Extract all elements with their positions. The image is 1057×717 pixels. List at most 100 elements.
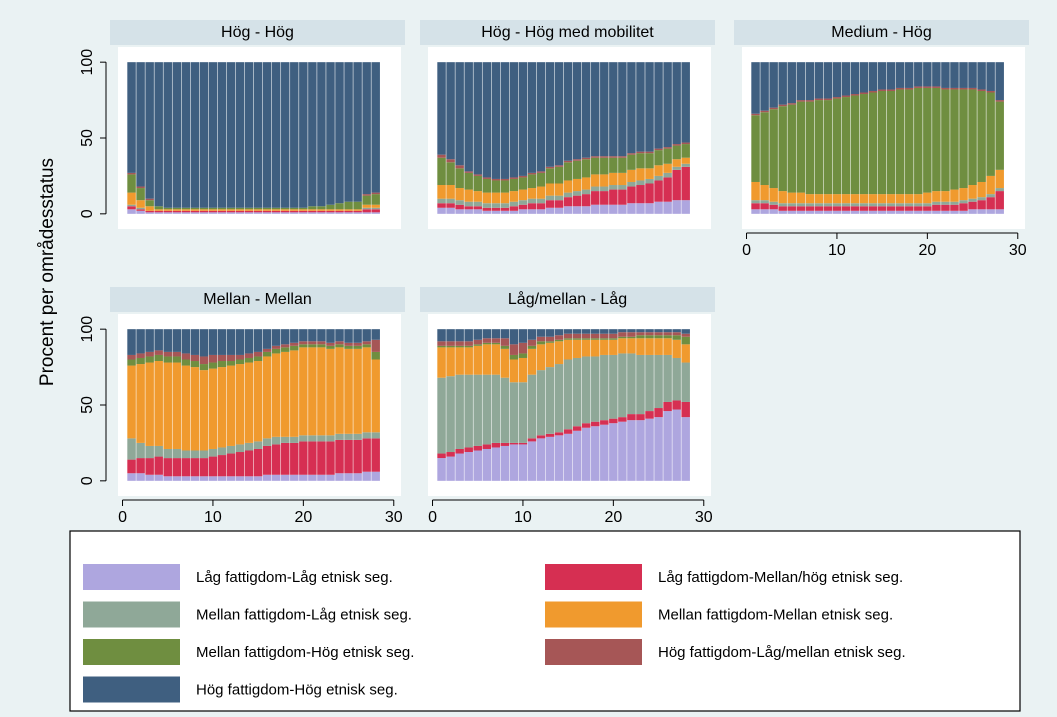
bar-segment [290,350,299,437]
bar-segment [190,367,200,451]
bar-segment [545,367,555,434]
bar-segment [317,474,326,481]
bar-segment [172,329,182,352]
bar-segment [163,448,172,459]
bar-segment [509,359,519,383]
bar-segment [968,201,977,210]
bar-segment [208,448,218,457]
bar-segment [995,191,1004,210]
bar-segment [308,341,317,345]
bar-segment [455,168,464,189]
bar-segment [362,347,371,433]
bar-segment [482,62,492,178]
bar-segment [654,408,663,418]
bar-segment [163,356,172,363]
bar-segment [299,207,308,210]
bar-segment [609,172,618,186]
bar-segment [654,354,663,409]
bar-segment [509,344,519,355]
bar-segment [154,350,163,355]
bar-segment [572,191,582,196]
bar-segment [787,206,796,211]
bar-segment [995,62,1004,101]
bar-segment [172,351,182,357]
bar-segment [344,345,353,349]
bar-segment [437,62,446,155]
bar-segment [769,62,778,108]
bar-segment [518,353,528,358]
bar-segment [437,345,446,348]
bar-segment [841,206,851,211]
bar-segment [796,192,806,204]
bar-segment [554,329,564,336]
bar-segment [645,329,654,333]
bar-segment [181,212,191,214]
bar-segment [145,445,154,459]
bar-segment [317,341,326,345]
bar-segment [618,172,627,186]
bar-segment [572,159,582,161]
bar-segment [145,210,154,213]
bar-segment [181,62,191,208]
bar-segment [317,441,326,475]
bar-segment [959,210,968,214]
bar-segment [536,344,546,371]
bar-segment [636,414,645,421]
bar-segment [581,159,591,178]
bar-segment [591,356,600,422]
bar-segment [923,87,932,193]
bar-segment [672,200,681,214]
bar-segment [235,364,245,445]
bar-segment [136,62,145,187]
bar-segment [959,87,968,90]
bar-segment [145,212,154,214]
bar-segment [371,471,380,481]
bar-segment [663,62,672,148]
bar-segment [244,442,254,451]
bar-segment [663,163,672,173]
bar-segment [769,188,778,202]
bar-segment [437,347,446,378]
bar-segment [663,338,672,355]
bar-segment [491,447,501,481]
bar-segment [464,209,473,214]
bar-segment [262,207,272,210]
bar-segment [877,206,887,211]
bar-segment [841,62,851,96]
bar-segment [344,439,353,474]
bar-segment [941,191,950,202]
bar-segment [136,210,145,214]
bar-segment [914,206,923,211]
bar-segment [645,354,654,412]
bar-segment [572,333,582,339]
bar-segment [262,210,272,213]
bar-segment [581,194,591,207]
bar-segment [518,189,528,201]
bar-segment [950,89,959,190]
bar-segment [627,420,636,481]
bar-segment [832,203,842,207]
bar-segment [751,181,760,201]
bar-segment [235,444,245,453]
bar-segment [154,456,163,475]
bar-segment [317,347,326,436]
bar-segment [335,210,344,213]
bar-segment [317,62,326,207]
bar-segment [609,339,618,355]
bar-segment [253,448,263,477]
bar-segment [805,203,815,207]
bar-segment [581,189,591,195]
bar-segment [464,447,473,453]
bar-segment [600,329,609,334]
bar-segment [563,329,573,334]
bar-segment [645,178,654,184]
bar-segment [500,192,510,204]
bar-segment [886,194,896,204]
bar-segment [145,356,154,363]
bar-segment [371,339,380,352]
bar-segment [841,194,851,204]
bar-segment [850,206,860,211]
bar-segment [814,100,824,195]
bar-segment [751,203,760,210]
bar-segment [832,62,842,98]
